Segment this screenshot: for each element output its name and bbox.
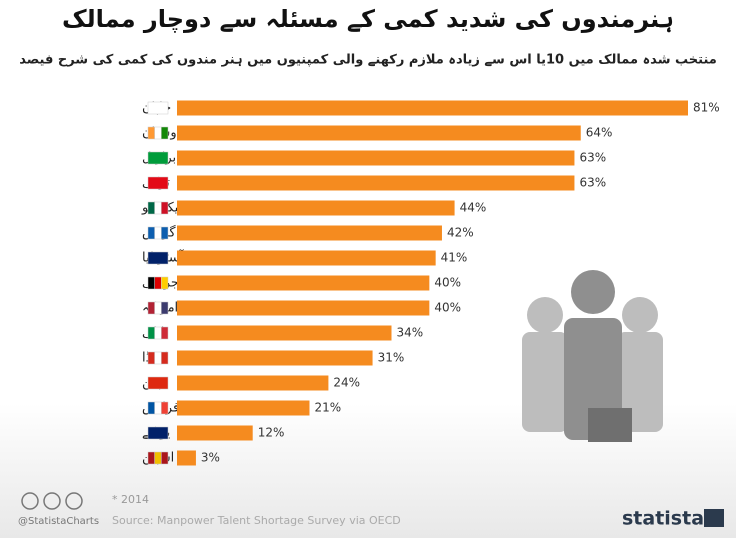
flag	[154, 401, 162, 415]
bar	[177, 125, 581, 141]
flag	[161, 401, 169, 415]
value-label: 24%	[333, 376, 360, 390]
flag	[154, 201, 162, 215]
bar	[177, 425, 253, 441]
flag	[147, 201, 155, 215]
flag	[147, 301, 155, 315]
flag	[161, 451, 169, 465]
flag	[147, 226, 155, 240]
value-label: 81%	[693, 101, 720, 115]
bar	[177, 150, 575, 166]
bar	[177, 450, 196, 466]
value-label: 41%	[441, 251, 468, 265]
bar	[177, 175, 575, 191]
flag	[147, 176, 169, 190]
chart-subtitle: منتخب شدہ ممالک میں 10یا اس سے زیادہ ملا…	[19, 53, 717, 68]
flag	[161, 201, 169, 215]
flag	[154, 326, 162, 340]
flag	[161, 351, 169, 365]
flag	[147, 451, 155, 465]
flag	[147, 151, 169, 165]
cc-icons	[21, 492, 83, 510]
flag	[147, 101, 169, 115]
value-label: 64%	[586, 126, 613, 140]
flag	[154, 276, 162, 290]
value-label: 34%	[396, 326, 423, 340]
bar	[177, 350, 373, 366]
illustration	[522, 297, 663, 432]
value-label: 44%	[460, 201, 487, 215]
flag	[147, 276, 155, 290]
value-label: 63%	[579, 176, 606, 190]
value-label: 31%	[378, 351, 405, 365]
flag	[154, 226, 162, 240]
source: Source: Manpower Talent Shortage Survey …	[112, 514, 401, 527]
flag	[161, 126, 169, 140]
bar	[177, 250, 436, 266]
flag	[154, 301, 162, 315]
bar	[177, 400, 310, 416]
value-label: 3%	[201, 451, 220, 465]
flag	[147, 376, 169, 390]
flag	[161, 276, 169, 290]
bar	[177, 325, 392, 341]
credit: @StatistaCharts	[18, 516, 99, 527]
flag	[161, 326, 169, 340]
value-label: 40%	[434, 301, 461, 315]
flag	[161, 301, 169, 315]
bar	[177, 225, 442, 241]
bar	[177, 375, 329, 391]
illustration-center	[564, 270, 632, 442]
flag	[154, 126, 162, 140]
value-label: 21%	[314, 401, 341, 415]
brand: statista	[622, 508, 704, 530]
bar	[177, 100, 688, 116]
brand-logo	[704, 509, 724, 527]
flag	[161, 226, 169, 240]
value-label: 42%	[447, 226, 474, 240]
note: * 2014	[112, 493, 149, 506]
flag	[147, 251, 169, 265]
flag	[154, 351, 162, 365]
bar	[177, 300, 430, 316]
value-label: 12%	[258, 426, 285, 440]
bar	[177, 200, 455, 216]
value-label: 40%	[434, 276, 461, 290]
value-label: 63%	[579, 151, 606, 165]
flag	[147, 326, 155, 340]
flag	[147, 401, 155, 415]
flag	[147, 126, 155, 140]
chart-title: ہنرمندوں کی شدید کمی کے مسئلہ سے دوچار م…	[62, 5, 674, 33]
bar	[177, 275, 430, 291]
flag	[154, 451, 162, 465]
flag	[147, 426, 169, 440]
flag	[147, 351, 155, 365]
